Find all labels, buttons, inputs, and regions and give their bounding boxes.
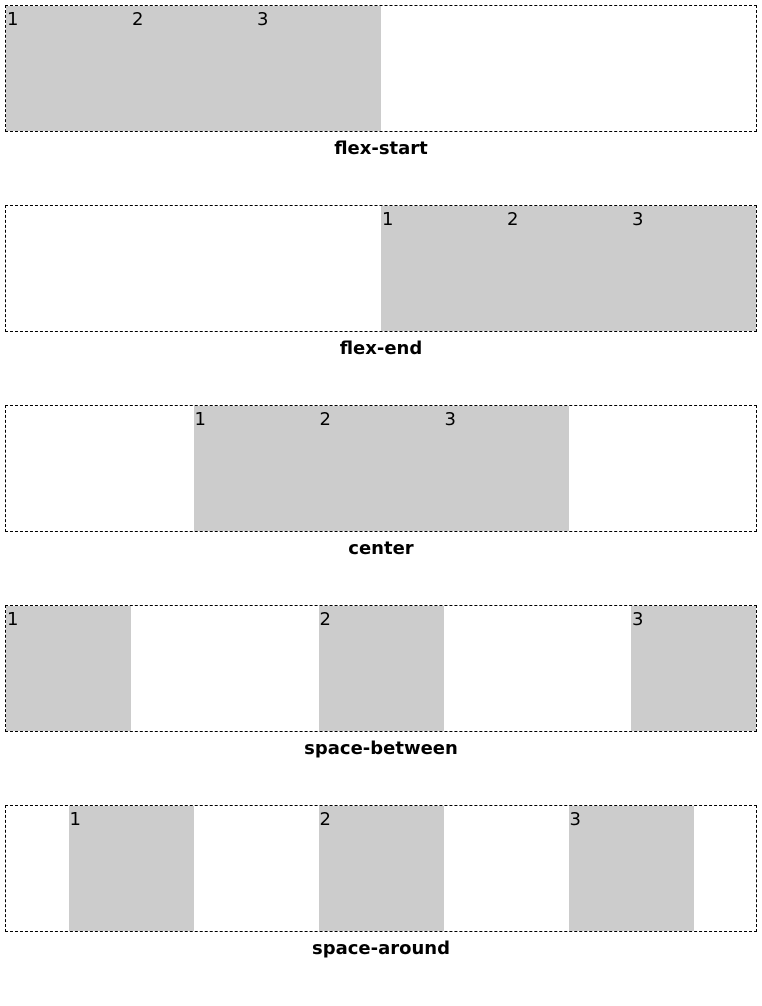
- flex-item: 2: [318, 406, 444, 531]
- flex-item: 3: [631, 206, 756, 331]
- flex-item: 3: [443, 406, 569, 531]
- demo-flex-end: 1 2 3 flex-end: [5, 205, 757, 360]
- flex-container: 1 2 3: [5, 5, 757, 132]
- flex-item: 3: [568, 806, 694, 931]
- flex-item: 2: [318, 606, 444, 731]
- demo-caption: center: [348, 538, 414, 559]
- flex-item: 1: [193, 406, 319, 531]
- flex-item: 2: [131, 6, 256, 131]
- flex-item: 1: [68, 806, 194, 931]
- demo-caption: space-between: [304, 738, 458, 759]
- flex-container: 1 2 3: [5, 605, 757, 732]
- demo-caption: space-around: [312, 938, 450, 959]
- demo-caption: flex-end: [339, 338, 423, 359]
- demo-caption: flex-start: [334, 138, 428, 159]
- demo-space-around: 1 2 3 space-around: [5, 805, 757, 960]
- flex-item: 3: [256, 6, 381, 131]
- flex-container: 1 2 3: [5, 205, 757, 332]
- flex-item: 1: [381, 206, 506, 331]
- flex-item: 1: [6, 606, 131, 731]
- demo-flex-start: 1 2 3 flex-start: [5, 5, 757, 160]
- flex-container: 1 2 3: [5, 405, 757, 532]
- flex-container: 1 2 3: [5, 805, 757, 932]
- demo-center: 1 2 3 center: [5, 405, 757, 560]
- flex-item: 2: [506, 206, 631, 331]
- flex-item: 1: [6, 6, 131, 131]
- flex-item: 3: [631, 606, 756, 731]
- demo-space-between: 1 2 3 space-between: [5, 605, 757, 760]
- flex-item: 2: [318, 806, 444, 931]
